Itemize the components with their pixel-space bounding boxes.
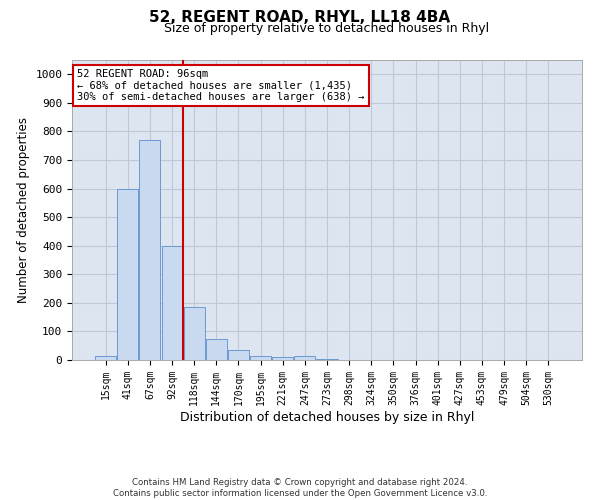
Bar — [161, 246, 182, 360]
Text: Contains HM Land Registry data © Crown copyright and database right 2024.
Contai: Contains HM Land Registry data © Crown c… — [113, 478, 487, 498]
Text: 52 REGENT ROAD: 96sqm
← 68% of detached houses are smaller (1,435)
30% of semi-d: 52 REGENT ROAD: 96sqm ← 68% of detached … — [77, 69, 365, 102]
Bar — [184, 307, 205, 360]
Y-axis label: Number of detached properties: Number of detached properties — [17, 117, 30, 303]
Bar — [316, 358, 338, 360]
Bar — [118, 188, 139, 360]
Title: Size of property relative to detached houses in Rhyl: Size of property relative to detached ho… — [164, 22, 490, 35]
Bar — [139, 140, 160, 360]
X-axis label: Distribution of detached houses by size in Rhyl: Distribution of detached houses by size … — [180, 410, 474, 424]
Bar — [250, 356, 271, 360]
Bar — [206, 338, 227, 360]
Bar — [228, 350, 249, 360]
Bar — [295, 356, 316, 360]
Bar — [95, 356, 116, 360]
Text: 52, REGENT ROAD, RHYL, LL18 4BA: 52, REGENT ROAD, RHYL, LL18 4BA — [149, 10, 451, 25]
Bar — [272, 357, 293, 360]
